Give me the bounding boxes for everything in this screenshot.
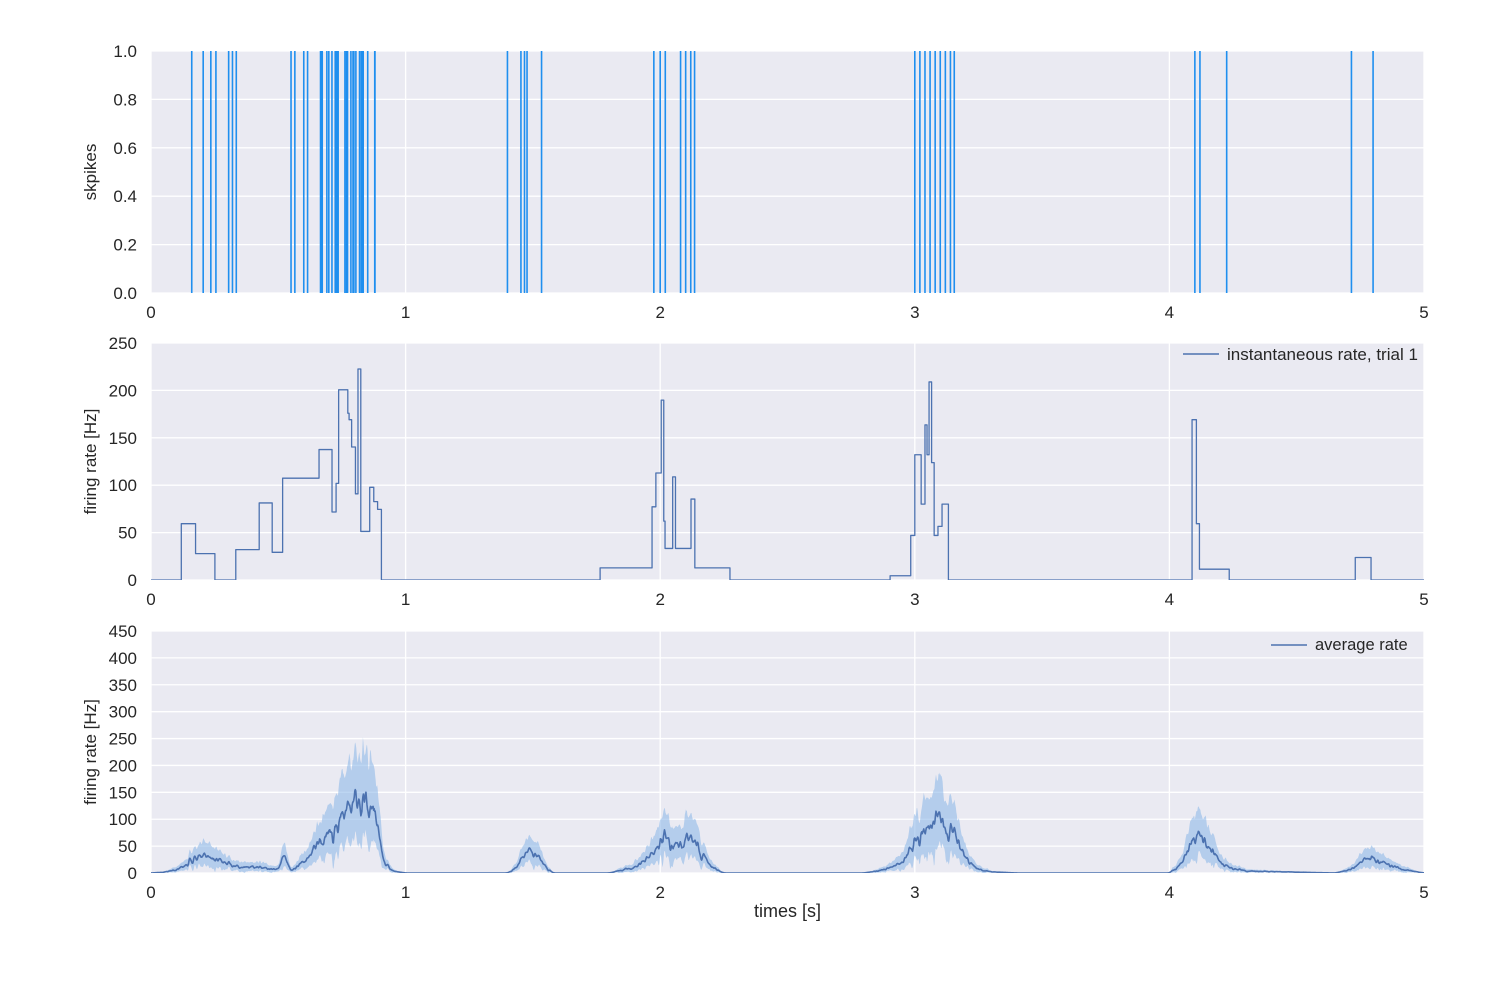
- svg-text:150: 150: [109, 783, 137, 802]
- svg-text:450: 450: [109, 622, 137, 641]
- svg-text:100: 100: [109, 810, 137, 829]
- svg-text:200: 200: [109, 381, 137, 400]
- svg-text:0.6: 0.6: [113, 139, 137, 158]
- svg-text:50: 50: [118, 524, 137, 543]
- svg-text:300: 300: [109, 703, 137, 722]
- svg-text:2: 2: [655, 303, 664, 322]
- svg-text:0: 0: [128, 571, 137, 590]
- svg-text:3: 3: [910, 303, 919, 322]
- svg-text:times [s]: times [s]: [754, 901, 821, 921]
- svg-text:150: 150: [109, 429, 137, 448]
- svg-text:0.4: 0.4: [113, 187, 137, 206]
- svg-text:250: 250: [109, 730, 137, 749]
- svg-text:4: 4: [1165, 590, 1174, 609]
- svg-text:skpikes: skpikes: [81, 144, 100, 201]
- svg-text:1: 1: [401, 883, 410, 902]
- svg-text:1.0: 1.0: [113, 42, 137, 61]
- svg-text:400: 400: [109, 649, 137, 668]
- svg-text:100: 100: [109, 476, 137, 495]
- svg-text:3: 3: [910, 883, 919, 902]
- svg-text:instantaneous rate, trial 1: instantaneous rate, trial 1: [1227, 345, 1418, 364]
- svg-text:5: 5: [1419, 883, 1428, 902]
- svg-text:0: 0: [146, 303, 155, 322]
- svg-text:5: 5: [1419, 590, 1428, 609]
- svg-text:0.2: 0.2: [113, 236, 137, 255]
- svg-text:50: 50: [118, 837, 137, 856]
- svg-text:4: 4: [1165, 303, 1174, 322]
- svg-text:0.8: 0.8: [113, 90, 137, 109]
- svg-text:firing rate [Hz]: firing rate [Hz]: [81, 699, 100, 805]
- svg-text:0.0: 0.0: [113, 284, 137, 303]
- svg-text:5: 5: [1419, 303, 1428, 322]
- svg-text:2: 2: [655, 590, 664, 609]
- svg-text:200: 200: [109, 756, 137, 775]
- svg-text:2: 2: [655, 883, 664, 902]
- svg-text:4: 4: [1165, 883, 1174, 902]
- svg-text:average rate: average rate: [1315, 636, 1408, 654]
- svg-text:350: 350: [109, 676, 137, 695]
- svg-text:3: 3: [910, 590, 919, 609]
- svg-text:0: 0: [128, 864, 137, 883]
- svg-text:250: 250: [109, 334, 137, 353]
- svg-text:0: 0: [146, 883, 155, 902]
- svg-text:0: 0: [146, 590, 155, 609]
- svg-text:1: 1: [401, 590, 410, 609]
- svg-text:firing rate [Hz]: firing rate [Hz]: [81, 409, 100, 515]
- svg-text:1: 1: [401, 303, 410, 322]
